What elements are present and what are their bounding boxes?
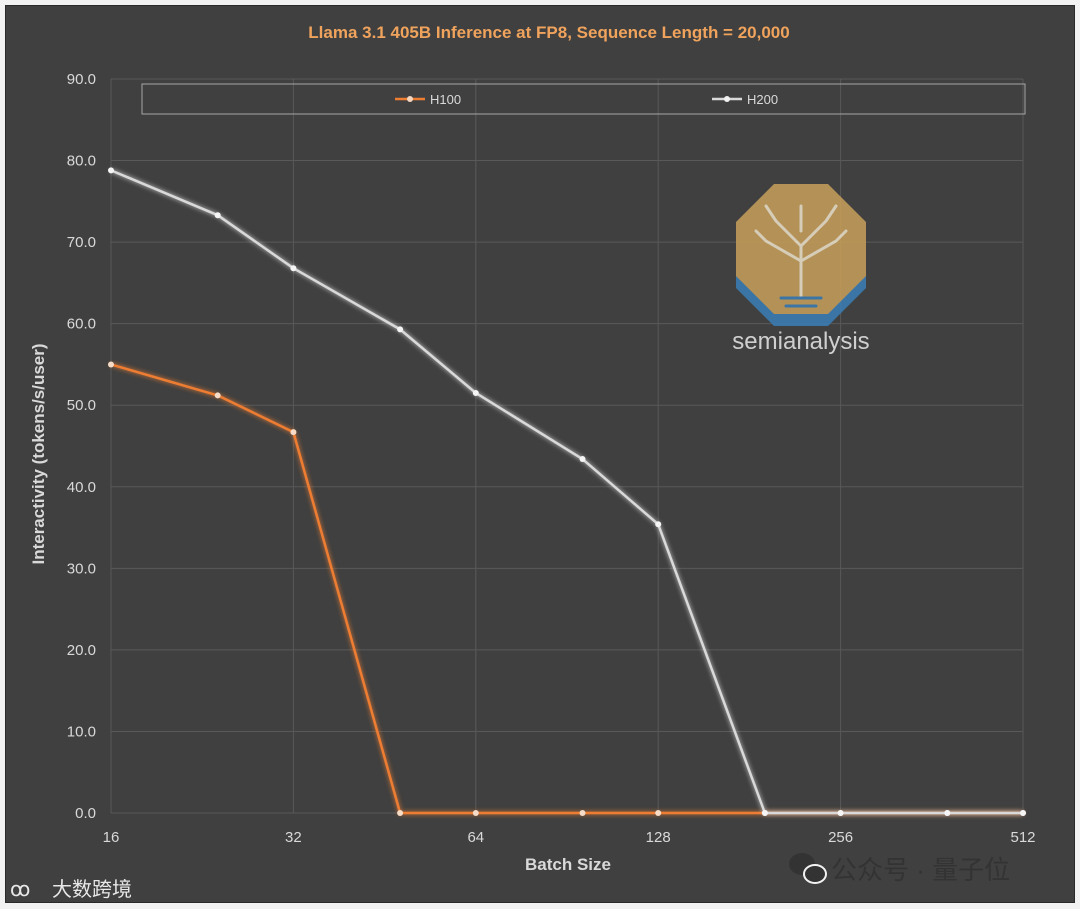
series-h200	[108, 167, 1026, 816]
legend-label-h200: H200	[747, 92, 778, 107]
x-gridlines	[110, 79, 1024, 813]
y-gridlines	[111, 78, 1023, 814]
data-point-h200	[397, 326, 404, 333]
data-point-h200	[761, 810, 768, 816]
data-point-h100	[214, 392, 221, 399]
series-layer	[108, 167, 1026, 816]
wechat-icon	[789, 853, 827, 884]
series-line-h200	[110, 169, 1023, 815]
chart-title: Llama 3.1 405B Inference at FP8, Sequenc…	[308, 23, 789, 42]
x-tick-label: 256	[828, 829, 853, 846]
data-point-h100	[579, 810, 586, 816]
data-point-h200	[108, 167, 114, 174]
legend: H100 H200	[141, 83, 1026, 115]
y-tick-label: 20.0	[67, 642, 96, 659]
y-tick-label: 30.0	[67, 560, 96, 577]
data-point-h200	[944, 810, 951, 816]
chart: Llama 3.1 405B Inference at FP8, Sequenc…	[10, 23, 1036, 901]
x-tick-label: 32	[285, 829, 302, 846]
legend-marker-h200	[724, 96, 730, 102]
data-point-h200	[472, 389, 479, 396]
x-tick-label: 512	[1010, 829, 1035, 846]
series-h100	[108, 361, 1026, 816]
y-tick-label: 90.0	[67, 71, 96, 88]
data-point-h200	[290, 265, 297, 272]
wechat-watermark: 公众号 · 量子位	[789, 853, 1010, 885]
y-tick-label: 70.0	[67, 234, 96, 251]
x-tick-label: 64	[467, 829, 484, 846]
data-point-h200	[579, 456, 586, 463]
legend-marker-h100	[407, 96, 413, 102]
corner-watermark-text: 大数跨境	[52, 878, 132, 901]
y-tick-label: 10.0	[67, 723, 96, 740]
y-tick-label: 50.0	[67, 397, 96, 414]
data-point-h100	[290, 429, 297, 436]
data-point-h100	[655, 810, 662, 816]
data-point-h100	[397, 810, 404, 816]
data-point-h100	[472, 810, 479, 816]
y-tick-label: 60.0	[67, 316, 96, 333]
data-point-h100	[108, 361, 114, 368]
series-line-h100	[110, 363, 1023, 815]
logo-text: semianalysis	[732, 328, 869, 355]
tree-icon	[754, 204, 848, 308]
legend-label-h100: H100	[430, 92, 461, 107]
y-tick-label: 40.0	[67, 479, 96, 496]
x-tick-labels: 16 32 64 128 256 512	[103, 829, 1036, 846]
y-tick-labels: 0.0 10.0 20.0 30.0 40.0 50.0 60.0 70.0 80.0 90.0	[67, 71, 96, 822]
data-point-h200	[214, 212, 221, 219]
x-axis-label: Batch Size	[525, 855, 611, 874]
corner-watermark: ꝏ 大数跨境	[10, 878, 132, 901]
data-point-h200	[837, 810, 844, 816]
legend-box	[141, 83, 1026, 115]
data-point-h200	[1020, 810, 1026, 816]
x-tick-label: 16	[103, 829, 120, 846]
chart-frame: Llama 3.1 405B Inference at FP8, Sequenc…	[5, 5, 1075, 903]
y-tick-label: 80.0	[67, 153, 96, 170]
wechat-account-text: 公众号 · 量子位	[831, 855, 1010, 885]
y-axis-label: Interactivity (tokens/s/user)	[29, 343, 48, 564]
x-tick-label: 128	[646, 829, 671, 846]
semianalysis-logo-watermark: semianalysis	[732, 184, 870, 355]
y-tick-label: 0.0	[75, 805, 96, 822]
data-point-h200	[655, 521, 662, 528]
corner-logo-icon: ꝏ	[10, 879, 30, 901]
